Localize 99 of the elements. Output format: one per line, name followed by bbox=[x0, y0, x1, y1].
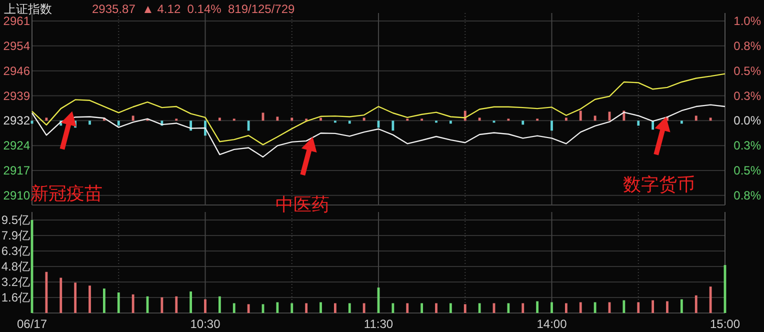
bar bbox=[102, 288, 106, 313]
bar bbox=[348, 120, 351, 124]
bar bbox=[392, 303, 394, 313]
y2-tick-label: 0.5% bbox=[734, 164, 762, 178]
x-tick-label: 10:30 bbox=[190, 317, 221, 331]
x-tick-label: 14:00 bbox=[536, 317, 568, 331]
bar bbox=[204, 299, 206, 313]
annotation: 中医药 bbox=[275, 194, 330, 215]
y-tick-label: 2910 bbox=[3, 188, 30, 202]
bar bbox=[449, 120, 452, 124]
bar bbox=[709, 118, 712, 121]
line-series bbox=[31, 104, 726, 158]
bar bbox=[88, 286, 91, 313]
bar bbox=[247, 120, 250, 131]
bar bbox=[579, 110, 582, 121]
bar bbox=[579, 302, 582, 313]
x-tick-label: 11:30 bbox=[364, 317, 394, 331]
bar bbox=[132, 116, 134, 121]
bar bbox=[507, 303, 510, 313]
y-tick-label: 2932 bbox=[3, 114, 30, 128]
bar bbox=[74, 282, 77, 313]
bar bbox=[637, 120, 640, 126]
bar bbox=[45, 118, 48, 121]
bar bbox=[320, 302, 322, 313]
y-tick-label: 1.6亿 bbox=[1, 290, 30, 305]
bar bbox=[232, 303, 236, 313]
bar bbox=[550, 120, 553, 131]
line-series bbox=[31, 73, 726, 146]
y2-tick-label: 0.8% bbox=[734, 38, 762, 53]
y-tick-label: 6.3亿 bbox=[1, 244, 30, 258]
bar bbox=[392, 120, 394, 131]
bar bbox=[362, 118, 366, 121]
bar bbox=[190, 291, 192, 313]
x-tick-label: 06/17 bbox=[16, 317, 48, 331]
y2-tick-label: 0.5% bbox=[734, 64, 762, 78]
bar bbox=[449, 303, 452, 313]
bar bbox=[464, 304, 466, 313]
bar bbox=[320, 118, 322, 121]
bar bbox=[132, 294, 134, 313]
bar bbox=[680, 299, 683, 313]
chart-subtitle: 2935.87 ▲ 4.12 0.14% 819/125/729 bbox=[92, 2, 296, 16]
bar bbox=[218, 118, 221, 121]
bar bbox=[406, 303, 409, 313]
y2-tick-label: 0.3% bbox=[734, 138, 762, 153]
bar bbox=[709, 286, 712, 313]
annotation: 数字货币 bbox=[623, 174, 696, 194]
y2-tick-label: 0.8% bbox=[734, 188, 762, 202]
bar bbox=[550, 302, 553, 313]
bar bbox=[680, 120, 683, 124]
bar bbox=[305, 303, 308, 313]
y-tick-label: 2954 bbox=[3, 38, 30, 53]
y-tick-label: 3.2亿 bbox=[1, 274, 30, 289]
chart-title: 上证指数 bbox=[4, 2, 52, 16]
bar bbox=[536, 301, 539, 313]
y2-tick-label: 0.3% bbox=[734, 88, 762, 103]
bar bbox=[88, 120, 91, 125]
bar bbox=[117, 292, 120, 313]
y-tick-label: 7.9亿 bbox=[1, 228, 30, 242]
annotation: 新冠疫苗 bbox=[30, 183, 103, 204]
y-tick-label: 2946 bbox=[3, 64, 30, 78]
bar bbox=[478, 118, 481, 121]
bar bbox=[522, 303, 524, 313]
bar bbox=[637, 302, 640, 313]
bar bbox=[694, 295, 698, 313]
bar bbox=[420, 303, 424, 313]
y-tick-label: 2939 bbox=[3, 88, 30, 103]
bar bbox=[522, 120, 524, 125]
bar bbox=[117, 120, 120, 126]
bar bbox=[435, 303, 438, 313]
bar bbox=[594, 302, 596, 313]
bar bbox=[276, 302, 279, 313]
bar bbox=[160, 297, 164, 313]
bar bbox=[60, 278, 62, 313]
bar bbox=[276, 116, 279, 121]
y-tick-label: 4.8亿 bbox=[1, 260, 30, 274]
bar bbox=[45, 272, 48, 313]
x-tick-label: 15:00 bbox=[710, 317, 740, 331]
y2-tick-label: 1.0% bbox=[734, 14, 762, 28]
bar bbox=[247, 304, 250, 313]
bar bbox=[594, 116, 596, 121]
y-tick-label: 2924 bbox=[3, 138, 30, 153]
bar bbox=[290, 303, 294, 313]
bar bbox=[334, 303, 336, 313]
bar bbox=[290, 118, 294, 121]
bar bbox=[564, 303, 568, 313]
bar bbox=[694, 116, 698, 121]
bar bbox=[362, 303, 366, 313]
y2-tick-label: 0.0% bbox=[734, 114, 762, 128]
y-tick-label: 2961 bbox=[3, 14, 30, 28]
y-tick-label: 9.5亿 bbox=[1, 213, 30, 227]
bar bbox=[564, 118, 568, 121]
bar bbox=[175, 296, 178, 313]
bar bbox=[218, 296, 221, 313]
bar bbox=[622, 300, 626, 313]
bar bbox=[666, 301, 668, 313]
bar bbox=[652, 300, 654, 313]
y-tick-label: 2917 bbox=[3, 163, 30, 178]
bar bbox=[348, 303, 351, 313]
bar bbox=[478, 303, 481, 313]
